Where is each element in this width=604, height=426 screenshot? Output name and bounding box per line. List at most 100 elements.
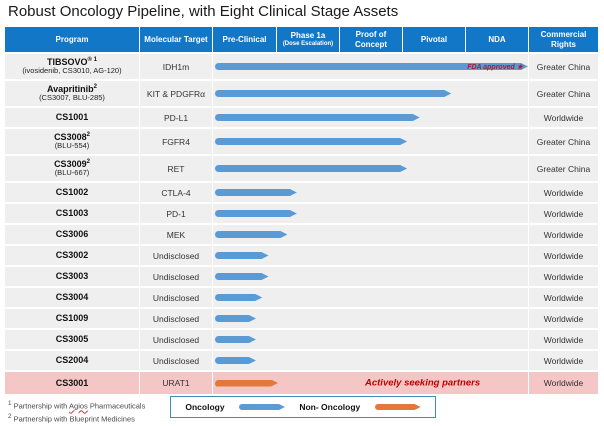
program-cell: CS3004 xyxy=(5,288,139,307)
stage-progress-bar xyxy=(215,63,528,70)
table-row: CS3001 URAT1 Actively seeking partners W… xyxy=(5,372,598,394)
page-title: Robust Oncology Pipeline, with Eight Cli… xyxy=(8,3,399,20)
commercial-rights: Worldwide xyxy=(529,183,598,202)
stage-bar-track: Actively seeking partners xyxy=(213,372,528,394)
program-cell: CS1009 xyxy=(5,309,139,328)
program-cell: CS2004 xyxy=(5,351,139,370)
header-phase-1a: Phase 1a (Dose Escalation) xyxy=(277,27,339,52)
legend-oncology-bar xyxy=(239,404,285,410)
header-program: Program xyxy=(5,27,139,52)
legend: Oncology Non- Oncology xyxy=(170,396,436,418)
program-name: CS1001 xyxy=(55,112,89,123)
molecular-target: Undisclosed xyxy=(140,267,212,286)
stage-progress-bar xyxy=(215,273,269,280)
program-name: Avapritinib xyxy=(46,84,94,95)
molecular-target: Undisclosed xyxy=(140,309,212,328)
stage-progress-bar xyxy=(215,294,262,301)
program-name: TIBSOVO xyxy=(47,57,88,68)
footnote-2-sup: 2 xyxy=(8,413,12,421)
stage-bar-track xyxy=(213,330,528,349)
header-pre-clinical: Pre-Clinical xyxy=(213,27,276,52)
stage-bar-track xyxy=(213,309,528,328)
program-name: CS3006 xyxy=(55,229,89,240)
program-cell: CS3003 xyxy=(5,267,139,286)
legend-oncology-label: Oncology xyxy=(185,402,225,412)
commercial-rights: Greater China xyxy=(529,81,598,106)
commercial-rights: Worldwide xyxy=(529,330,598,349)
program-cell: CS3005 xyxy=(5,330,139,349)
stage-progress-bar xyxy=(215,90,451,97)
program-subtitle: (BLU-554) xyxy=(54,141,90,151)
molecular-target: IDH1m xyxy=(140,54,212,79)
molecular-target: Undisclosed xyxy=(140,288,212,307)
stage-progress-bar xyxy=(215,189,297,196)
stage-bar-track xyxy=(213,267,528,286)
stage-bar-track xyxy=(213,351,528,370)
molecular-target: FGFR4 xyxy=(140,129,212,154)
program-cell: CS1001 xyxy=(5,108,139,127)
stage-bar-track xyxy=(213,225,528,244)
program-subtitle: (BLU-667) xyxy=(54,168,90,178)
table-body: TIBSOVO® 1 (ivosidenib, CS3010, AG-120) … xyxy=(5,54,598,394)
table-row: CS3005 Undisclosed Worldwide xyxy=(5,330,598,349)
header-nda: NDA xyxy=(466,27,528,52)
commercial-rights: Greater China xyxy=(529,54,598,79)
stage-bar-track xyxy=(213,246,528,265)
stage-bar-track xyxy=(213,129,528,154)
commercial-rights: Worldwide xyxy=(529,225,598,244)
table-row: CS3006 MEK Worldwide xyxy=(5,225,598,244)
table-header: Program Molecular Target Pre-Clinical Ph… xyxy=(5,27,598,52)
footnote-2: 2 Partnership with Blueprint Medicines xyxy=(8,413,135,424)
commercial-rights: Worldwide xyxy=(529,267,598,286)
program-cell: CS30092 (BLU-667) xyxy=(5,156,139,181)
program-name: CS2004 xyxy=(55,355,89,366)
program-name: CS3001 xyxy=(55,377,89,388)
program-cell: CS3001 xyxy=(5,372,139,394)
fda-approved-note: FDA approved ★ xyxy=(467,63,523,71)
program-name: CS3005 xyxy=(55,334,89,345)
program-cell: CS3006 xyxy=(5,225,139,244)
program-name: CS3002 xyxy=(55,250,89,261)
header-phase-1a-sub: (Dose Escalation) xyxy=(282,40,334,47)
table-row: CS3004 Undisclosed Worldwide xyxy=(5,288,598,307)
molecular-target: RET xyxy=(140,156,212,181)
footnote-1-sup: 1 xyxy=(8,400,12,407)
commercial-rights: Worldwide xyxy=(529,204,598,223)
commercial-rights: Worldwide xyxy=(529,108,598,127)
stage-bar-track xyxy=(213,183,528,202)
stage-bar-track xyxy=(213,156,528,181)
stage-bar-track xyxy=(213,108,528,127)
table-row: CS1009 Undisclosed Worldwide xyxy=(5,309,598,328)
program-superscript: 2 xyxy=(86,132,90,139)
program-cell: CS3002 xyxy=(5,246,139,265)
footnote-1: 1 Partnership with Agios Pharmaceuticals xyxy=(8,400,146,411)
commercial-rights: Greater China xyxy=(529,129,598,154)
table-row: CS2004 Undisclosed Worldwide xyxy=(5,351,598,370)
header-pivotal: Pivotal xyxy=(403,27,465,52)
program-superscript: 2 xyxy=(86,159,90,166)
stage-progress-bar xyxy=(215,315,256,322)
program-name: CS1009 xyxy=(55,313,89,324)
legend-non-oncology-label: Non- Oncology xyxy=(299,402,361,412)
program-cell: CS30082 (BLU-554) xyxy=(5,129,139,154)
commercial-rights: Worldwide xyxy=(529,309,598,328)
footnotes: 1 Partnership with Agios Pharmaceuticals… xyxy=(8,399,145,426)
molecular-target: KIT & PDGFRα xyxy=(140,81,212,106)
stage-bar-track xyxy=(213,204,528,223)
stage-progress-bar xyxy=(215,114,420,121)
table-row: TIBSOVO® 1 (ivosidenib, CS3010, AG-120) … xyxy=(5,54,598,79)
molecular-target: PD-L1 xyxy=(140,108,212,127)
table-row: Avapritinib2 (CS3007, BLU-285) KIT & PDG… xyxy=(5,81,598,106)
stage-bar-track xyxy=(213,81,528,106)
table-row: CS3002 Undisclosed Worldwide xyxy=(5,246,598,265)
header-commercial-rights: Commercial Rights xyxy=(529,27,598,52)
stage-progress-bar xyxy=(215,210,297,217)
table-row: CS3003 Undisclosed Worldwide xyxy=(5,267,598,286)
commercial-rights: Worldwide xyxy=(529,246,598,265)
stage-progress-bar xyxy=(215,357,256,364)
header-proof-of-concept: Proof of Concept xyxy=(340,27,402,52)
program-name: CS1003 xyxy=(55,208,89,219)
stage-progress-bar xyxy=(215,336,256,343)
program-name: CS1002 xyxy=(55,187,89,198)
table-row: CS1001 PD-L1 Worldwide xyxy=(5,108,598,127)
